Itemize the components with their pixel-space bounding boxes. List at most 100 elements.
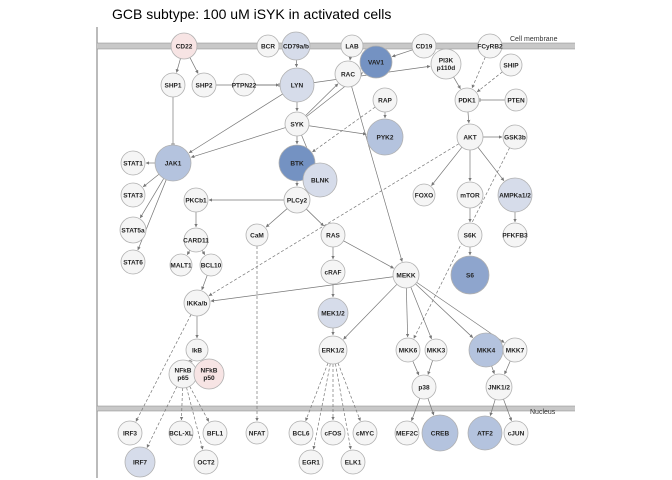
node-label: FCyRB2 [477, 43, 503, 50]
node-label: IkB [192, 347, 202, 354]
node-label: MEKK [396, 272, 415, 279]
node-shp1: SHP1 [160, 72, 186, 98]
edge-nfkbp65-to-oct2 [186, 387, 204, 450]
edge-ikkab-to-irf3 [135, 314, 192, 422]
node-shp2: SHP2 [191, 72, 217, 98]
node-label: BCL6 [293, 430, 310, 437]
node-circle [288, 420, 314, 446]
node-mkk6: MKK6 [395, 337, 421, 363]
edge-nfkbp65-to-bclxl [179, 387, 184, 421]
node-ptpn22: PTPN22 [232, 73, 257, 97]
node-label: IKKa/b [187, 300, 208, 307]
edge-rap-to-btk [312, 106, 376, 153]
node-pyk2: PYK2 [366, 118, 404, 156]
node-circle [279, 67, 315, 103]
node-cd79ab: CD79a/b [281, 31, 311, 61]
node-pdk1: PDK1 [454, 87, 480, 113]
node-circle [499, 53, 523, 77]
node-circle [485, 373, 513, 401]
edge-syk-to-pyk2 [308, 125, 367, 136]
node-circle [421, 414, 459, 452]
node-circle [457, 222, 483, 248]
node-circle [120, 150, 146, 176]
node-mkk4: MKK4 [468, 332, 504, 368]
node-circle [160, 72, 186, 98]
edge-mkk6-to-p38 [412, 360, 420, 376]
node-foxo: FOXO [412, 183, 436, 207]
node-label: OCT2 [197, 459, 215, 466]
node-circle [193, 358, 225, 390]
edge-pdk1-to-akt [466, 111, 471, 124]
node-circle [477, 33, 503, 59]
edge-erk12-to-egr1 [312, 363, 331, 450]
edge-cd22-to-shp1 [175, 58, 181, 73]
node-circle [120, 182, 146, 208]
node-circle [245, 223, 269, 247]
edge-jnk12-to-atf2 [489, 399, 496, 417]
node-label: STAT3 [123, 192, 143, 199]
node-label: RAP [378, 97, 392, 104]
node-label: PI3K p110d [437, 58, 455, 73]
node-bcl10: BCL10 [199, 253, 223, 277]
node-circle [456, 123, 484, 151]
node-circle [168, 420, 194, 446]
edge-cd22-to-shp2 [189, 57, 199, 74]
node-rap: RAP [372, 87, 398, 113]
node-label: p38 [418, 384, 430, 391]
node-oct2: OCT2 [193, 449, 219, 475]
node-circle [170, 32, 198, 60]
node-label: CD22 [176, 43, 193, 50]
edge-akt-to-ikkab [208, 143, 460, 297]
node-label: EGR1 [302, 459, 320, 466]
node-label: SHP1 [165, 82, 182, 89]
node-circle [411, 33, 437, 59]
node-nfat: NFAT [245, 421, 269, 445]
node-label: MALT1 [170, 262, 192, 269]
edge-fcyrb2-to-pdk1 [471, 56, 486, 89]
node-label: STAT1 [123, 160, 143, 167]
node-label: IRF3 [123, 430, 137, 437]
edge-erk12-to-elk1 [335, 363, 352, 450]
node-erk12: ERK1/2 [318, 335, 348, 365]
node-circle [503, 420, 529, 446]
edge-plcy2-to-cam [265, 208, 288, 228]
node-mekk: MEKK [392, 261, 420, 289]
edge-p38-to-creb [427, 398, 435, 416]
node-label: LAB [345, 43, 359, 50]
node-circle [450, 255, 490, 295]
node-card11: CARD11 [183, 227, 209, 253]
edge-card11-to-malt1 [186, 250, 191, 255]
node-nfkbp50: NFkB p50 [193, 358, 225, 390]
node-pkcb1: PKCb1 [183, 187, 209, 213]
node-circle [199, 253, 223, 277]
node-circle [183, 187, 209, 213]
node-label: SYK [290, 121, 304, 128]
node-circle [340, 449, 366, 475]
node-label: BTK [290, 160, 304, 167]
node-bfl1: BFL1 [202, 420, 228, 446]
node-jak1: JAK1 [154, 144, 192, 182]
node-egr1: EGR1 [298, 449, 324, 475]
edge-jak1-to-stat5a [139, 178, 165, 219]
node-mkk7: MKK7 [502, 337, 528, 363]
node-bcl6: BCL6 [288, 420, 314, 446]
node-label: MKK6 [399, 347, 418, 354]
node-label: STAT5a [121, 227, 145, 234]
node-cd19: CD19 [411, 33, 437, 59]
node-layer: CD22 BCR CD79a/b LAB VAV1 CD19 FCyRB2 SHP1 SHP2 P… [117, 31, 533, 478]
node-label: STAT6 [123, 259, 143, 266]
node-label: JAK1 [165, 160, 182, 167]
node-circle [169, 253, 193, 277]
node-circle [317, 297, 349, 329]
node-circle [232, 73, 256, 97]
node-label: BCL10 [201, 262, 222, 269]
node-circle [191, 72, 217, 98]
node-label: ERK1/2 [322, 347, 345, 354]
node-label: PFKFB3 [502, 232, 528, 239]
node-label: ELK1 [345, 459, 362, 466]
node-bcr: BCR [256, 34, 280, 58]
node-circle [502, 222, 528, 248]
node-mkk3: MKK3 [424, 338, 448, 362]
edge-cd19-to-vav1 [391, 49, 413, 58]
